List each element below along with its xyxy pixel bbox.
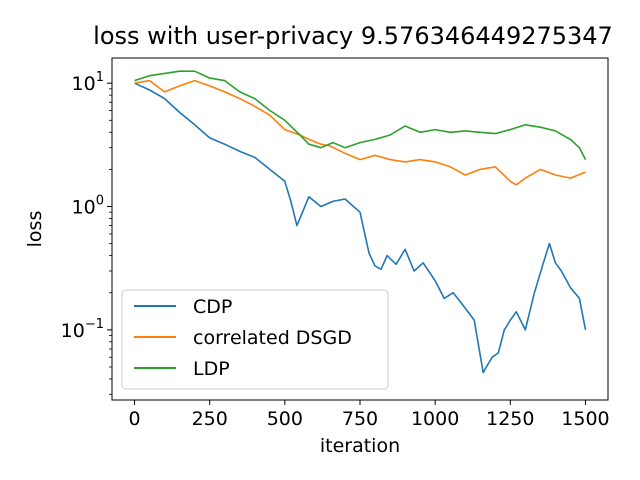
y-tick-exponent: 0 [96, 194, 104, 209]
legend-label: CDP [193, 296, 232, 318]
x-axis-label: iteration [320, 435, 400, 457]
legend-box [121, 289, 389, 390]
x-tick-label: 0 [128, 408, 140, 430]
y-tick-base: 10 [72, 73, 96, 95]
y-tick-label: 10−1 [61, 317, 104, 342]
x-tick-label: 1000 [411, 408, 459, 430]
chart-title: loss with user-privacy 9.576346449275347 [93, 22, 613, 50]
x-tick-label: 500 [267, 408, 303, 430]
legend-label: LDP [193, 358, 230, 380]
y-tick-label: 101 [72, 70, 104, 95]
x-tick-label: 750 [342, 408, 378, 430]
series-line-0 [134, 82, 587, 374]
y-axis-label: loss [24, 211, 46, 248]
x-tick-label: 250 [192, 408, 228, 430]
x-tick-label: 1250 [486, 408, 534, 430]
y-tick-exponent: 1 [96, 70, 104, 85]
legend-label: correlated DSGD [193, 327, 352, 349]
legend: CDP correlated DSGD LDP [121, 289, 389, 390]
y-tick-base: 10 [61, 320, 85, 342]
y-tick-label: 100 [72, 194, 104, 219]
series-line-1 [134, 79, 586, 186]
y-tick-base: 10 [72, 197, 96, 219]
series-line-2 [134, 70, 587, 160]
x-tick-label: 1500 [561, 408, 609, 430]
y-tick-exponent: −1 [85, 317, 104, 332]
